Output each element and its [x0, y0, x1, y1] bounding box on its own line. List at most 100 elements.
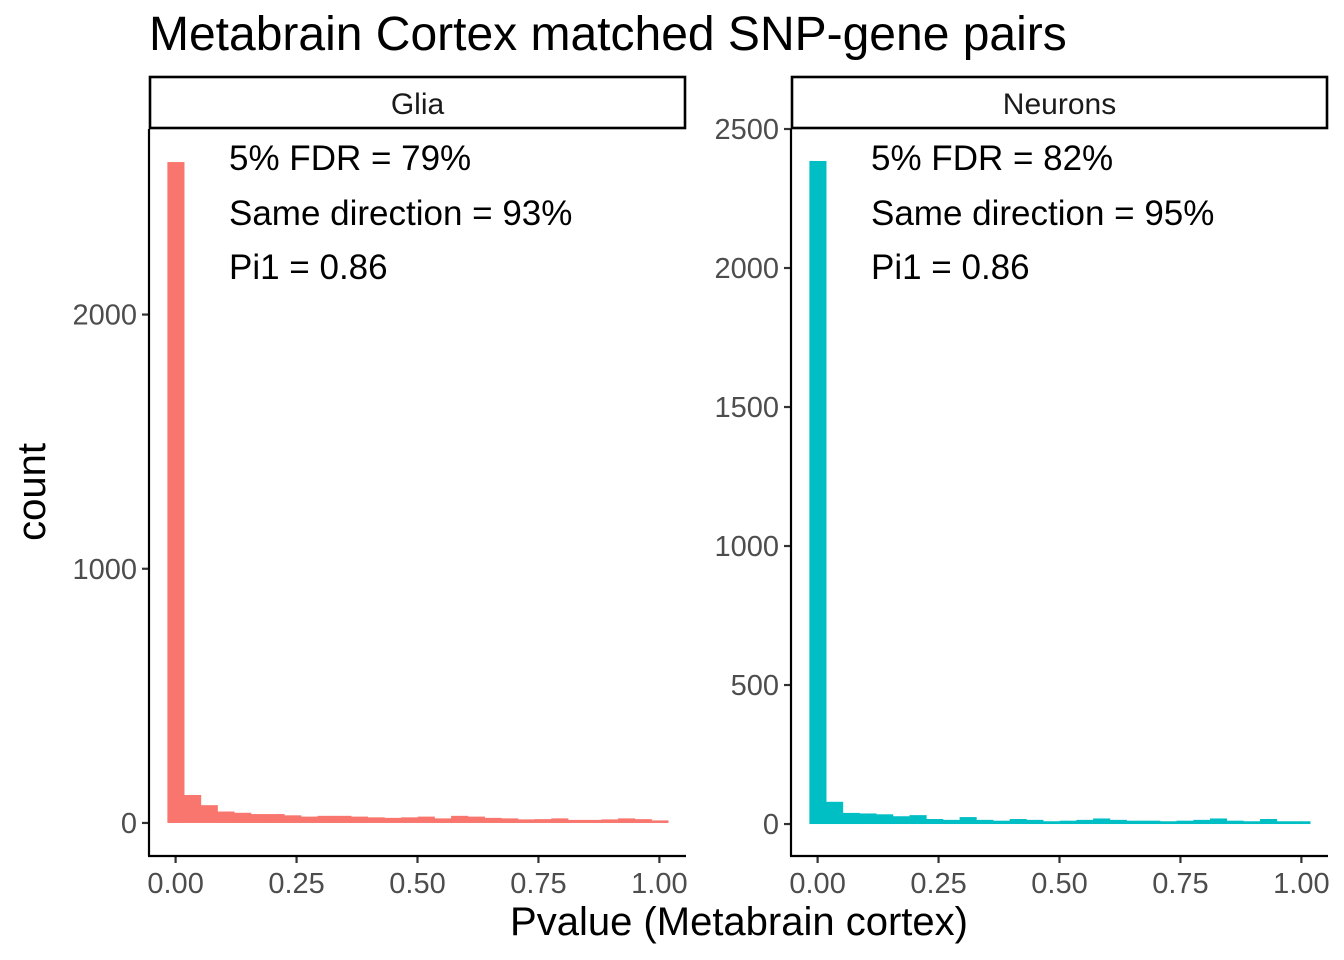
- bar-glia-16: [434, 818, 452, 823]
- bar-neurons-8: [942, 819, 960, 825]
- x-tick-label-glia-2: 0.50: [389, 868, 445, 900]
- bar-glia-14: [401, 817, 419, 823]
- x-tick-label-neurons-4: 1.00: [1273, 868, 1329, 900]
- y-tick-label-neurons-3: 1500: [714, 392, 779, 424]
- y-tick-label-glia-0: 0: [121, 808, 137, 840]
- bar-glia-0: [167, 162, 185, 823]
- bar-glia-9: [317, 815, 335, 823]
- bar-glia-20: [501, 818, 519, 823]
- bar-neurons-2: [842, 812, 860, 825]
- y-tick-label-neurons-0: 0: [763, 809, 779, 841]
- bar-neurons-22: [1176, 820, 1194, 825]
- bar-neurons-24: [1209, 818, 1228, 825]
- bar-glia-11: [350, 816, 369, 823]
- panel-glia: Glia 0 1000 2000 0.00 0.25 0.50 0.75 1.00 5% F…: [72, 75, 688, 900]
- bar-glia-3: [217, 811, 235, 823]
- bar-neurons-4: [876, 814, 894, 825]
- y-tick-label-glia-2: 2000: [72, 300, 137, 332]
- annotation-direction-neurons: Same direction = 95%: [871, 194, 1214, 233]
- bar-glia-13: [384, 817, 402, 823]
- y-tick-label-neurons-4: 2000: [714, 253, 779, 285]
- bar-neurons-7: [926, 819, 944, 825]
- bar-neurons-6: [909, 815, 927, 825]
- x-tick-label-neurons-1: 0.25: [910, 868, 966, 900]
- bar-neurons-26: [1243, 821, 1261, 825]
- bar-neurons-28: [1276, 821, 1294, 825]
- y-tick-label-neurons-5: 2500: [714, 114, 779, 146]
- annotation-pi1-glia: Pi1 = 0.86: [229, 248, 388, 287]
- x-tick-label-neurons-0: 0.00: [789, 868, 845, 900]
- bar-neurons-17: [1093, 818, 1111, 825]
- bar-neurons-27: [1260, 819, 1278, 825]
- bar-glia-26: [601, 819, 619, 823]
- bar-glia-12: [367, 817, 385, 823]
- bar-neurons-3: [859, 813, 877, 825]
- strip-label-neurons: Neurons: [1003, 88, 1116, 121]
- bar-glia-21: [517, 819, 535, 823]
- y-tick-label-glia-1: 1000: [72, 554, 137, 586]
- y-tick-label-neurons-1: 500: [731, 670, 779, 702]
- bar-neurons-1: [826, 801, 844, 825]
- bar-glia-23: [551, 818, 569, 823]
- bar-neurons-18: [1109, 819, 1127, 825]
- bar-glia-4: [234, 812, 252, 823]
- x-axis-title: Pvalue (Metabrain cortex): [510, 900, 968, 944]
- x-tick-label-glia-0: 0.00: [147, 868, 203, 900]
- bar-neurons-19: [1126, 820, 1144, 825]
- bar-neurons-25: [1226, 820, 1244, 825]
- bar-glia-2: [200, 805, 218, 823]
- bar-glia-1: [184, 794, 202, 823]
- annotation-direction-glia: Same direction = 93%: [229, 194, 572, 233]
- bar-glia-15: [417, 816, 435, 823]
- bar-glia-24: [567, 819, 586, 823]
- bar-glia-29: [651, 820, 669, 823]
- bar-glia-19: [484, 817, 502, 823]
- bar-glia-18: [467, 816, 485, 823]
- panel-neurons: Neurons 0 500 1000 1500 2000 2500 0.00 0.25 0.5…: [714, 75, 1330, 900]
- bar-glia-5: [250, 814, 268, 823]
- strip-label-glia: Glia: [391, 88, 445, 121]
- bar-neurons-13: [1026, 819, 1044, 825]
- bar-neurons-11: [992, 820, 1011, 825]
- x-ticks-glia: 0.00 0.25 0.50 0.75 1.00: [147, 856, 688, 900]
- y-tick-label-neurons-2: 1000: [714, 531, 779, 563]
- bar-neurons-10: [976, 819, 994, 825]
- bar-glia-8: [300, 816, 318, 823]
- bars-glia: [167, 162, 669, 823]
- annotation-fdr-glia: 5% FDR = 79%: [229, 139, 471, 178]
- bar-neurons-14: [1043, 821, 1061, 825]
- bar-neurons-16: [1076, 819, 1094, 825]
- bar-glia-7: [284, 815, 302, 823]
- strip-box-neurons: [790, 75, 1329, 130]
- bar-glia-6: [267, 814, 285, 823]
- bar-glia-10: [334, 815, 352, 823]
- x-ticks-neurons: 0.00 0.25 0.50 0.75 1.00: [789, 856, 1330, 900]
- bar-glia-17: [451, 815, 469, 823]
- bar-neurons-21: [1159, 821, 1177, 825]
- bars-neurons: [809, 160, 1311, 825]
- bar-glia-25: [584, 819, 602, 823]
- y-ticks-neurons: 0 500 1000 1500 2000 2500: [714, 114, 791, 841]
- bar-neurons-5: [892, 816, 910, 825]
- bar-neurons-23: [1193, 819, 1211, 825]
- annotation-pi1-neurons: Pi1 = 0.86: [871, 248, 1030, 287]
- x-tick-label-glia-1: 0.25: [268, 868, 324, 900]
- bar-glia-22: [534, 819, 552, 823]
- bar-neurons-20: [1143, 820, 1161, 825]
- annotation-fdr-neurons: 5% FDR = 82%: [871, 139, 1113, 178]
- strip-box-glia: [148, 75, 687, 130]
- bar-neurons-29: [1293, 821, 1311, 825]
- x-tick-label-neurons-2: 0.50: [1031, 868, 1087, 900]
- bar-neurons-12: [1009, 819, 1027, 825]
- bar-glia-27: [618, 818, 636, 823]
- bar-neurons-9: [959, 817, 977, 825]
- y-ticks-glia: 0 1000 2000: [72, 300, 149, 840]
- x-tick-label-glia-3: 0.75: [510, 868, 566, 900]
- y-axis-title: count: [10, 443, 54, 541]
- x-tick-label-glia-4: 1.00: [631, 868, 687, 900]
- x-tick-label-neurons-3: 0.75: [1152, 868, 1208, 900]
- bar-neurons-15: [1059, 820, 1077, 825]
- bar-glia-28: [634, 819, 652, 823]
- chart-title: Metabrain Cortex matched SNP-gene pairs: [149, 8, 1067, 61]
